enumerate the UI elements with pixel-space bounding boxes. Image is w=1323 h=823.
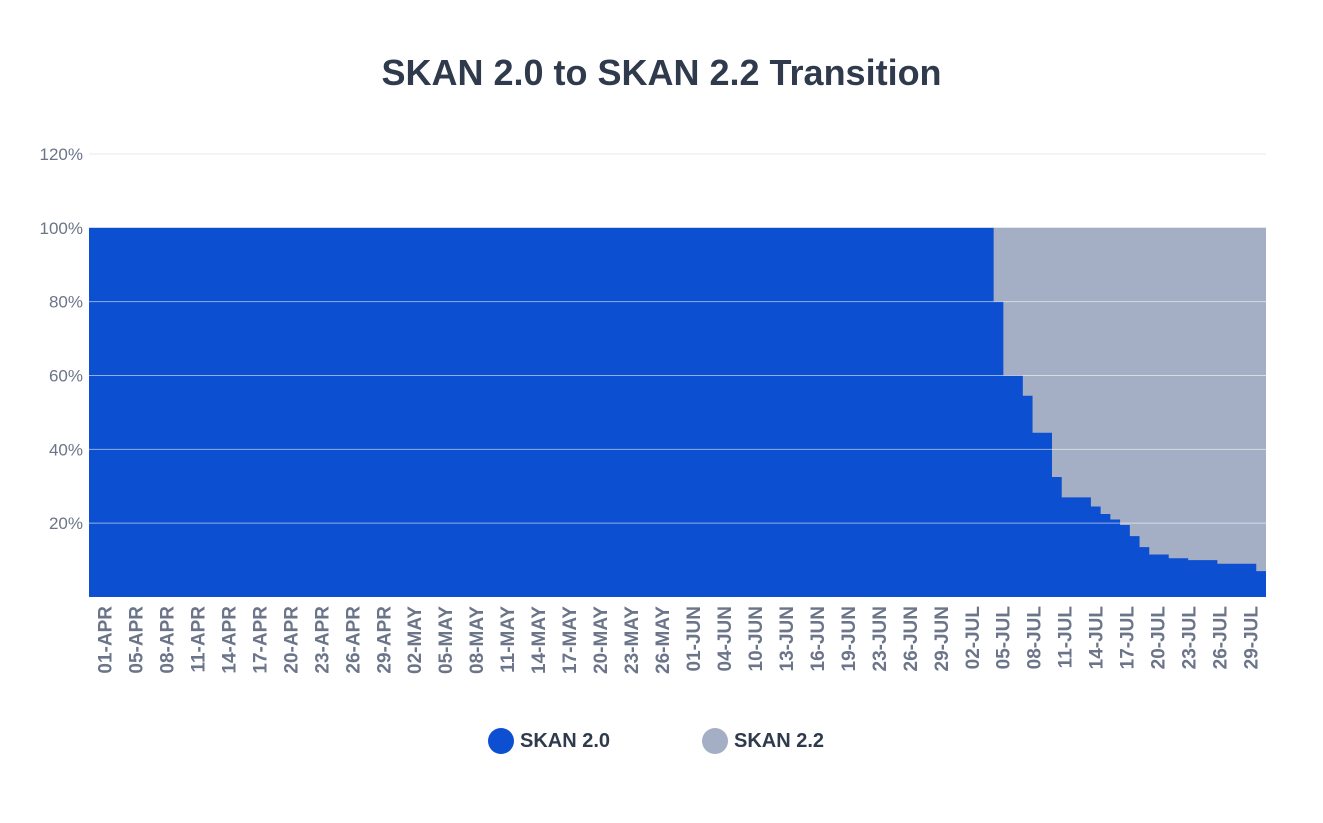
x-tick-label: 20-APR bbox=[281, 606, 302, 674]
plot-area bbox=[89, 227, 1266, 598]
y-tick-label: 20% bbox=[49, 514, 83, 533]
x-tick-label: 26-JUL bbox=[1211, 606, 1232, 670]
x-tick-label: 13-JUN bbox=[777, 606, 798, 671]
x-tick-label: 05-APR bbox=[127, 606, 148, 674]
x-tick-label: 04-JUN bbox=[715, 606, 736, 671]
y-tick-label: 60% bbox=[49, 367, 83, 386]
legend-label-skan-2-2: SKAN 2.2 bbox=[734, 729, 825, 752]
legend-swatch-skan-2-2 bbox=[702, 728, 728, 754]
x-tick-label: 08-MAY bbox=[467, 606, 488, 674]
legend: SKAN 2.0 SKAN 2.2 bbox=[0, 728, 1323, 762]
x-tick-label: 19-JUN bbox=[839, 606, 860, 671]
x-tick-label: 26-MAY bbox=[653, 606, 674, 674]
area-skan-2-0 bbox=[89, 227, 1266, 597]
y-tick-label: 100% bbox=[40, 219, 83, 238]
x-tick-label: 17-JUL bbox=[1118, 606, 1139, 670]
x-tick-label: 29-JUN bbox=[932, 606, 953, 671]
x-tick-label: 17-APR bbox=[250, 606, 271, 674]
y-axis: 120% 100% 80% 60% 40% 20% bbox=[40, 145, 83, 533]
y-tick-label: 80% bbox=[49, 293, 83, 312]
x-tick-label: 23-MAY bbox=[622, 606, 643, 674]
x-tick-label: 02-JUL bbox=[963, 606, 984, 670]
gridlines-overlay bbox=[89, 301, 1266, 524]
y-tick-label: 40% bbox=[49, 440, 83, 459]
x-tick-label: 11-APR bbox=[188, 606, 209, 673]
x-tick-label: 08-JUL bbox=[1025, 606, 1046, 670]
x-tick-label: 01-APR bbox=[96, 606, 117, 674]
x-tick-label: 23-JUL bbox=[1180, 606, 1201, 670]
x-tick-label: 16-JUN bbox=[808, 606, 829, 671]
legend-swatch-skan-2-0 bbox=[488, 728, 514, 754]
legend-item-skan-2-0[interactable]: SKAN 2.0 bbox=[488, 728, 610, 754]
x-tick-label: 14-MAY bbox=[529, 606, 550, 674]
x-tick-label: 05-MAY bbox=[436, 606, 457, 674]
x-tick-label: 23-JUN bbox=[870, 606, 891, 671]
x-tick-label: 05-JUL bbox=[994, 606, 1015, 670]
x-tick-label: 14-APR bbox=[219, 606, 240, 674]
x-tick-label: 26-JUN bbox=[901, 606, 922, 671]
x-tick-label: 11-JUL bbox=[1056, 606, 1077, 669]
x-tick-label: 01-JUN bbox=[684, 606, 705, 671]
x-axis: 01-APR 05-APR 08-APR 11-APR 14-APR 17-APR 20-A… bbox=[96, 606, 1263, 674]
x-tick-label: 14-JUL bbox=[1087, 606, 1108, 670]
legend-label-skan-2-0: SKAN 2.0 bbox=[520, 729, 611, 752]
chart-title: SKAN 2.0 to SKAN 2.2 Transition bbox=[381, 52, 942, 93]
x-tick-label: 17-MAY bbox=[560, 606, 581, 674]
legend-item-skan-2-2[interactable]: SKAN 2.2 bbox=[702, 728, 824, 754]
x-tick-label: 02-MAY bbox=[405, 606, 426, 674]
y-tick-label: 120% bbox=[40, 145, 83, 164]
x-tick-label: 10-JUN bbox=[746, 606, 767, 671]
x-tick-label: 11-MAY bbox=[498, 606, 519, 673]
x-tick-label: 08-APR bbox=[157, 606, 178, 674]
x-tick-label: 20-JUL bbox=[1149, 606, 1170, 670]
x-tick-label: 23-APR bbox=[312, 606, 333, 674]
x-tick-label: 20-MAY bbox=[591, 606, 612, 674]
x-tick-label: 29-JUL bbox=[1242, 606, 1263, 670]
x-tick-label: 29-APR bbox=[374, 606, 395, 674]
x-tick-label: 26-APR bbox=[343, 606, 364, 674]
